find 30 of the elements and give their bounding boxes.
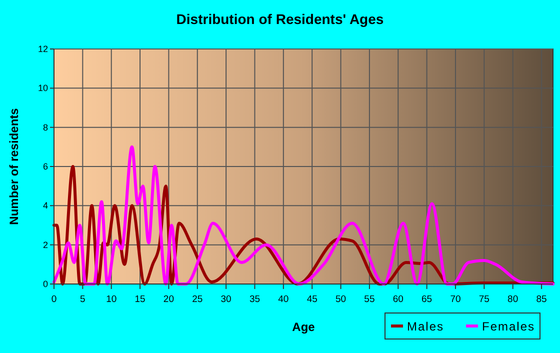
x-tick-label: 20 <box>163 294 174 305</box>
x-tick-label: 40 <box>278 294 289 305</box>
x-tick-label: 50 <box>335 294 346 305</box>
x-tick-label: 30 <box>220 294 232 305</box>
x-tick-label: 15 <box>134 294 146 305</box>
y-tick-label: 2 <box>42 240 48 250</box>
y-tick-label: 0 <box>42 279 48 289</box>
y-axis-title: Number of residents <box>7 108 21 225</box>
y-tick-label: 6 <box>42 162 48 172</box>
y-tick-label: 10 <box>38 83 48 94</box>
x-tick-label: 10 <box>106 294 117 305</box>
legend-label: Males <box>407 320 444 334</box>
y-tick-label: 12 <box>38 44 48 54</box>
x-tick-label: 35 <box>249 294 260 305</box>
x-tick-label: 0 <box>51 294 57 305</box>
y-tick-label: 4 <box>42 200 48 211</box>
x-tick-label: 25 <box>192 294 203 305</box>
x-tick-label: 5 <box>80 294 86 305</box>
x-tick-label: 45 <box>306 294 318 305</box>
x-tick-label: 80 <box>508 294 518 305</box>
legend-label: Females <box>482 320 536 334</box>
chart-title: Distribution of Residents' Ages <box>176 11 384 27</box>
x-tick-label: 60 <box>392 294 404 305</box>
x-tick-label: 55 <box>364 294 375 305</box>
x-axis-title: Age <box>292 320 316 334</box>
x-tick-label: 85 <box>536 294 547 305</box>
x-tick-label: 70 <box>450 294 461 305</box>
y-tick-label: 8 <box>42 122 48 132</box>
x-tick-label: 65 <box>422 294 432 305</box>
x-tick-label: 75 <box>478 294 490 305</box>
